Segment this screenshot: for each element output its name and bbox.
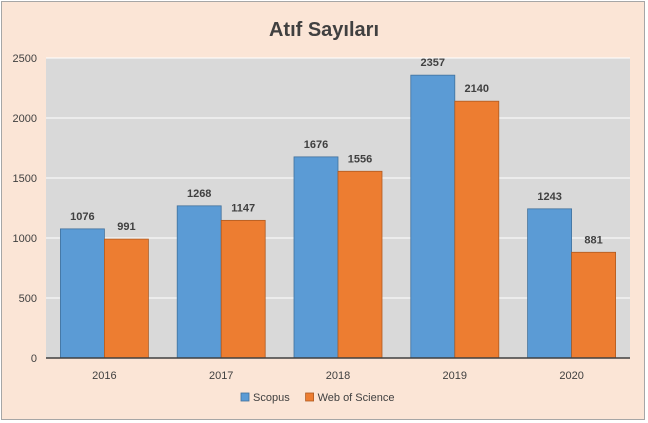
bar-web-of-science-2017 — [220, 219, 266, 359]
x-tick-label: 2017 — [209, 370, 233, 382]
bar-web-of-science-2019 — [454, 100, 500, 359]
x-tick-label: 2020 — [559, 370, 583, 382]
data-label: 1676 — [304, 139, 328, 151]
legend: Scopus Web of Science — [240, 392, 395, 404]
data-label: 881 — [584, 234, 602, 246]
y-tick-label: 0 — [31, 353, 37, 365]
legend-swatch-scopus — [240, 392, 250, 402]
bar-scopus-2018 — [293, 156, 339, 359]
data-label: 1147 — [231, 202, 255, 214]
y-tick-label: 2000 — [13, 113, 37, 125]
bar-web-of-science-2016 — [104, 238, 149, 359]
bar-web-of-science-2018 — [337, 170, 383, 359]
legend-label-web-of-science: Web of Science — [318, 392, 395, 404]
bar-scopus-2017 — [176, 205, 222, 359]
x-tick-label: 2018 — [326, 370, 350, 382]
data-label: 1243 — [537, 191, 561, 203]
bar-scopus-2020 — [527, 208, 572, 359]
bar-web-of-science-2020 — [571, 251, 616, 359]
chart-title: Atıf Sayıları — [269, 19, 379, 41]
y-tick-label: 1500 — [13, 173, 37, 185]
bar-scopus-2016 — [60, 228, 105, 359]
x-tick-label: 2019 — [443, 370, 467, 382]
legend-swatch-web-of-science — [305, 392, 315, 402]
x-tick-label: 2016 — [92, 370, 116, 382]
y-tick-label: 500 — [19, 293, 37, 305]
legend-label-scopus: Scopus — [253, 392, 290, 404]
data-label: 2140 — [465, 83, 489, 95]
data-label: 1076 — [70, 211, 94, 223]
y-tick-label: 1000 — [13, 233, 37, 245]
data-label: 1268 — [187, 188, 211, 200]
data-label: 1556 — [348, 153, 372, 165]
data-label: 2357 — [421, 57, 445, 69]
bar-scopus-2019 — [410, 74, 456, 359]
data-label: 991 — [117, 221, 135, 233]
y-tick-label: 2500 — [13, 53, 37, 65]
